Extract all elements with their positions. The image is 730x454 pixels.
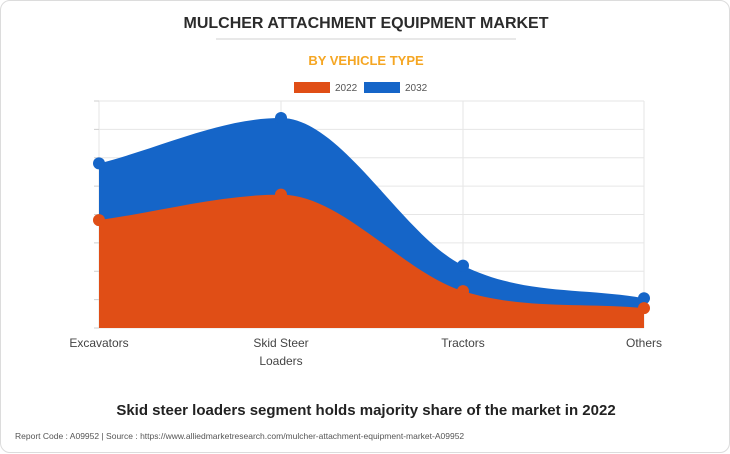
- data-point-2032-0: [93, 157, 105, 170]
- data-point-2022-3: [638, 302, 650, 315]
- data-points: [93, 112, 650, 315]
- data-point-2032-3: [638, 292, 650, 305]
- x-tick-label: Skid Steer Loaders: [253, 336, 308, 368]
- legend-swatch-2022: [294, 82, 330, 93]
- x-tick-label: Tractors: [441, 336, 485, 350]
- data-point-2032-1: [275, 112, 287, 125]
- legend: 2022 2032: [294, 82, 428, 94]
- area-series-2022: [99, 194, 644, 328]
- x-tick-label: Others: [626, 336, 662, 350]
- plot-area: [99, 118, 644, 329]
- legend-label-2032: 2032: [405, 83, 428, 94]
- footer-source: Report Code : A09952 | Source : https://…: [15, 431, 464, 441]
- chart-title: MULCHER ATTACHMENT EQUIPMENT MARKET: [183, 15, 548, 32]
- chart-subtitle: BY VEHICLE TYPE: [308, 53, 424, 68]
- data-point-2022-2: [457, 285, 469, 298]
- data-point-2032-2: [457, 259, 469, 272]
- legend-label-2022: 2022: [335, 83, 358, 94]
- data-point-2022-1: [275, 188, 287, 201]
- data-point-2022-0: [93, 214, 105, 227]
- x-tick-label: Excavators: [69, 336, 128, 350]
- legend-swatch-2032: [364, 82, 400, 93]
- headline: Skid steer loaders segment holds majorit…: [116, 402, 615, 419]
- x-axis-labels: Excavators Skid Steer Loaders Tractors Other…: [69, 336, 662, 368]
